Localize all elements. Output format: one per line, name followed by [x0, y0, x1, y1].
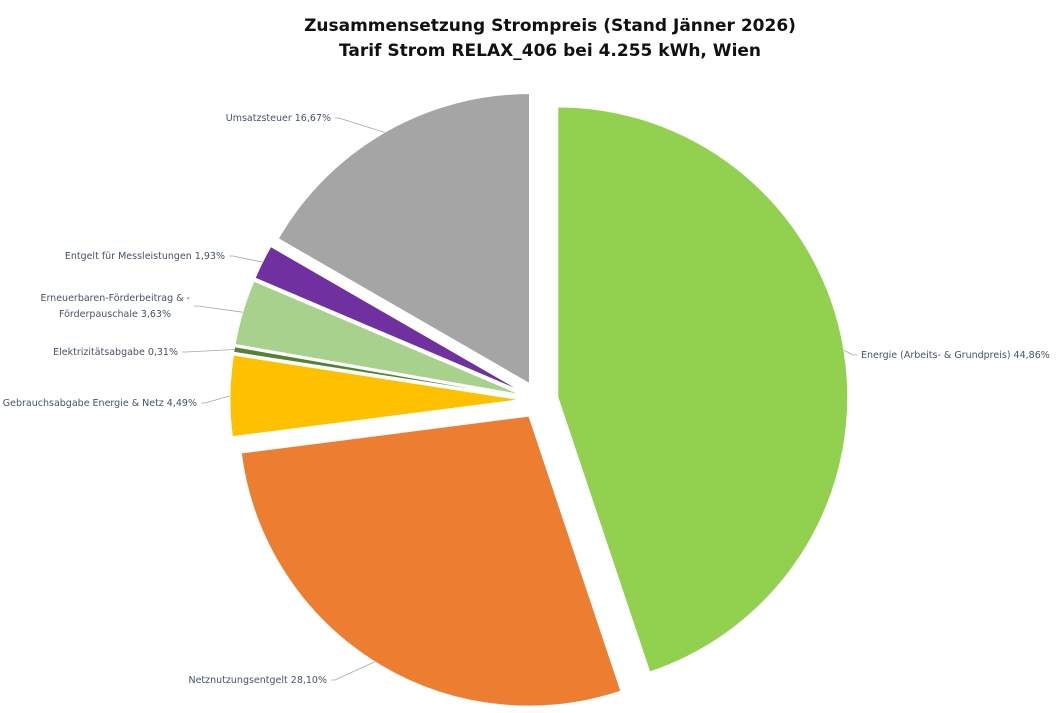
- chart-subtitle: Tarif Strom RELAX_406 bei 4.255 kWh, Wie…: [338, 41, 762, 61]
- chart-title-line-1: Zusammensetzung Strompreis (Stand Jänner…: [304, 16, 796, 36]
- leader-line-umsatzsteuer: [335, 117, 385, 133]
- data-label-umsatzsteuer: Umsatzsteuer 16,67%: [226, 113, 331, 124]
- data-label-entgelt-fuer-messleistungen: Entgelt für Messleistungen 1,93%: [65, 251, 225, 262]
- pie-slice-netznutzungsentgelt: [240, 415, 622, 707]
- data-label-elektrizitaetsabgabe: Elektrizitätsabgabe 0,31%: [53, 347, 178, 358]
- leader-line-gebrauchsabgabe-energie-netz: [201, 395, 231, 404]
- leader-line-entgelt-fuer-messleistungen: [229, 255, 263, 263]
- data-label-erneuerbaren-foerderbeitrag-foerderpauschale: Erneuerbaren-Förderbeitrag & -Förderpaus…: [40, 293, 190, 320]
- data-label-energie-arbeits-grundpreis: Energie (Arbeits- & Grundpreis) 44,86%: [861, 350, 1050, 361]
- data-label-gebrauchsabgabe-energie-netz: Gebrauchsabgabe Energie & Netz 4,49%: [3, 398, 197, 409]
- leader-line-energie-arbeits-grundpreis: [843, 350, 857, 356]
- pie-slice-energie-arbeits-grundpreis: [557, 106, 849, 673]
- data-label-netznutzungsentgelt: Netznutzungsentgelt 28,10%: [188, 675, 327, 686]
- chart-title: Zusammensetzung Strompreis (Stand Jänner…: [0, 14, 1058, 64]
- leader-line-elektrizitaetsabgabe: [182, 349, 235, 353]
- leader-line-erneuerbaren-foerderbeitrag-foerderpauschale: [194, 305, 243, 313]
- pie-slice-gebrauchsabgabe-energie-netz: [229, 354, 521, 438]
- leader-line-netznutzungsentgelt: [331, 661, 375, 681]
- pie-slice-erneuerbaren-foerderbeitrag-foerderpauschale: [234, 280, 521, 396]
